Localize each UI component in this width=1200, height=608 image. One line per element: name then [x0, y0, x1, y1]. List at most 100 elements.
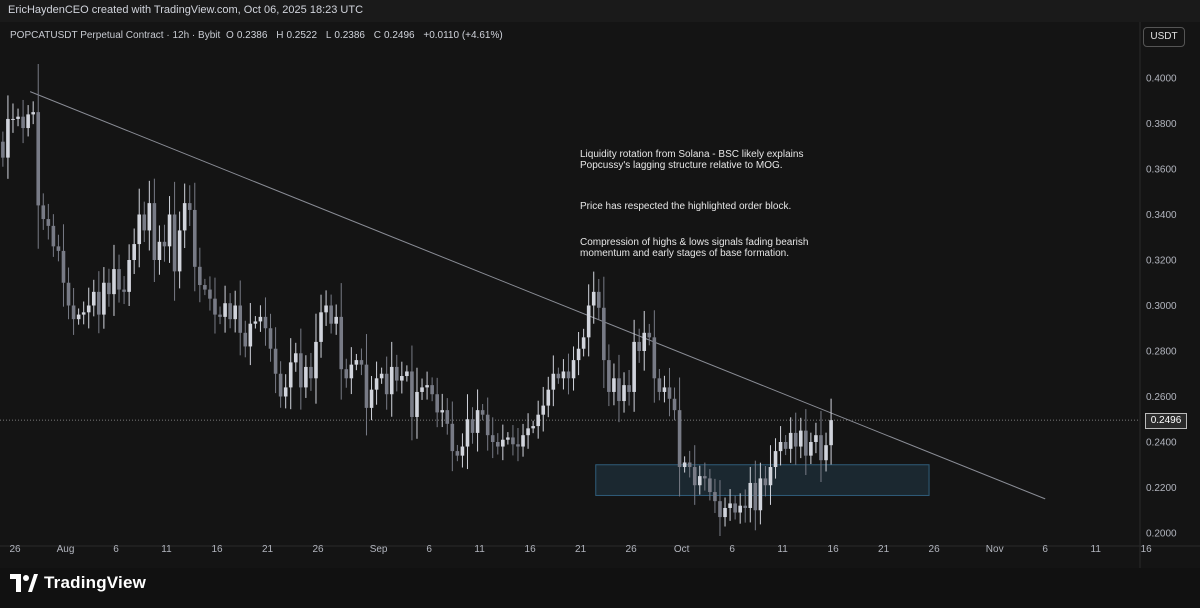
candle-body: [248, 323, 253, 347]
candle-body: [425, 385, 429, 388]
currency-unit-button[interactable]: USDT: [1143, 27, 1185, 47]
candle-body: [394, 366, 399, 381]
x-tick-label: 6: [426, 544, 432, 555]
candle-body: [571, 360, 576, 379]
candle-body: [566, 371, 571, 379]
annotation-compression: Compression of highs & lows signals fadi…: [580, 237, 809, 259]
candle-body: [374, 378, 379, 390]
candle-body: [490, 435, 495, 442]
x-tick-label: 21: [262, 544, 274, 555]
trendline: [29, 91, 1046, 500]
x-tick-label: 26: [9, 544, 21, 555]
candle-body: [117, 269, 121, 290]
price-chart[interactable]: 0.2000 0.2200 0.2400 0.2600 0.2800 0.3000 0.32…: [0, 22, 1200, 568]
candle-body: [76, 314, 81, 320]
candle-body: [480, 410, 485, 415]
candle-body: [738, 505, 742, 513]
candle-body: [122, 289, 126, 292]
candle-body: [157, 241, 162, 260]
candle-body: [233, 305, 237, 320]
x-tick-label: Aug: [57, 544, 75, 555]
candle-body: [147, 203, 152, 231]
candle-body: [531, 426, 535, 429]
candle-body: [329, 305, 333, 324]
candle-body: [36, 112, 41, 206]
candle-body: [829, 420, 833, 446]
candle-body: [218, 314, 222, 317]
candle-body: [86, 305, 91, 313]
candle-body: [187, 203, 192, 210]
candle-body: [152, 203, 157, 260]
y-tick-label: 0.2000: [1146, 529, 1177, 540]
x-tick-label: 6: [1042, 544, 1048, 555]
candle-body: [132, 244, 136, 260]
candle-body: [66, 282, 71, 306]
candle-body: [11, 118, 15, 120]
candle-body: [440, 410, 445, 413]
candle-body: [470, 419, 475, 433]
candle-body: [208, 289, 212, 299]
candle-body: [405, 371, 409, 377]
tradingview-logo-icon: [10, 574, 38, 592]
candle-body: [334, 316, 338, 324]
candle-body: [314, 341, 318, 379]
chart-area[interactable]: 0.2000 0.2200 0.2400 0.2600 0.2800 0.3000 0.32…: [0, 22, 1200, 568]
candle-body: [410, 371, 414, 417]
candle-body: [602, 307, 606, 361]
candle-body: [238, 305, 243, 333]
annotation-liquidity: Liquidity rotation from Solana - BSC lik…: [580, 149, 804, 171]
x-tick-label: 16: [1141, 544, 1153, 555]
y-tick-label: 0.2200: [1146, 483, 1177, 494]
x-tick-label: 21: [575, 544, 587, 555]
candle-body: [107, 282, 111, 295]
candle-body: [389, 366, 394, 395]
candle-body: [379, 373, 384, 379]
candle-body: [309, 366, 313, 379]
candle-body: [536, 414, 540, 427]
candle-body: [632, 341, 636, 392]
candle-body: [798, 430, 803, 447]
order-block-zone: [595, 464, 930, 496]
candle-body: [172, 214, 177, 272]
candle-body: [177, 230, 182, 272]
candle-body: [102, 282, 106, 315]
candle-body: [41, 205, 46, 220]
candle-body: [607, 360, 611, 392]
candle-body: [511, 437, 515, 445]
candle-body: [243, 332, 248, 347]
candle-body: [288, 362, 293, 388]
candle-body: [576, 348, 581, 361]
x-tick-label: 11: [777, 544, 788, 555]
candle-body: [344, 369, 349, 379]
candle-body: [319, 312, 323, 342]
candle-body: [324, 305, 328, 313]
tradingview-logo[interactable]: TradingView: [10, 573, 146, 593]
candle-body: [723, 507, 727, 518]
candle-body: [793, 432, 798, 447]
candle-body: [445, 410, 450, 424]
candle-body: [268, 328, 273, 349]
candle-body: [51, 225, 56, 247]
candle-body: [475, 410, 480, 433]
candle-body: [460, 446, 465, 456]
symbol-name: POPCATUSDT Perpetual Contract · 12h · By…: [10, 30, 221, 41]
y-tick-label: 0.3600: [1146, 165, 1177, 176]
candle-body: [591, 291, 596, 306]
candle-body: [783, 442, 788, 449]
candle-body: [743, 505, 748, 508]
candle-body: [804, 430, 808, 456]
y-tick-label: 0.2800: [1146, 347, 1177, 358]
candle-body: [142, 214, 147, 231]
ohlc-close: C 0.2496: [373, 30, 415, 41]
candle-body: [415, 391, 419, 417]
y-tick-label: 0.2600: [1146, 392, 1177, 403]
candle-body: [586, 305, 591, 338]
candle-body: [677, 410, 682, 468]
candle-body: [814, 435, 818, 442]
price-change: +0.0110 (+4.61%): [423, 30, 503, 41]
annotation-order-block: Price has respected the highlighted orde…: [580, 201, 792, 212]
candle-body: [26, 114, 30, 129]
candle-body: [773, 451, 778, 468]
candle-body: [223, 303, 227, 317]
candle-body: [692, 467, 697, 486]
